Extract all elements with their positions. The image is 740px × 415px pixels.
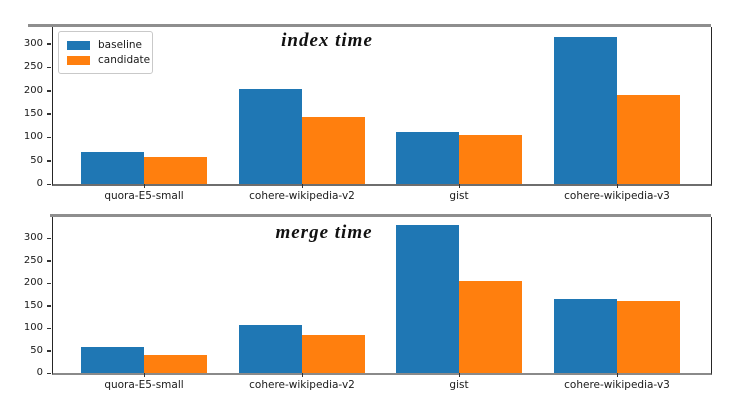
y-tick-mark <box>47 282 51 285</box>
index-time-top-spine <box>28 24 711 27</box>
x-tick-label: quora-E5-small <box>104 190 184 202</box>
index-time-title: index time <box>281 30 373 51</box>
merge-time-plot: merge time 0 50 100 150 200 250 300 quora-E5-sm… <box>24 217 712 391</box>
x-tick-label: cohere-wikipedia-v3 <box>564 190 670 202</box>
baseline-bar-quora-E5-small <box>81 346 144 373</box>
x-tick-label: gist <box>449 190 469 202</box>
legend-row-candidate: candidate <box>67 53 150 68</box>
y-tick-label: 50 <box>30 154 43 166</box>
candidate-bar-gist <box>459 134 522 184</box>
baseline-bar-cohere-wikipedia-v2 <box>239 324 302 373</box>
x-tick-mark <box>301 373 303 377</box>
y-tick-label: 250 <box>23 254 43 266</box>
x-tick-mark <box>458 373 460 377</box>
y-tick-mark <box>47 90 51 92</box>
index-time-plot: index time baseline candidate 0 50 100 150 2… <box>24 27 712 202</box>
y-tick-mark <box>47 160 51 162</box>
y-tick-label: 200 <box>23 84 43 96</box>
y-tick-mark <box>47 372 51 374</box>
x-tick-label: cohere-wikipedia-v3 <box>564 379 670 391</box>
y-tick-label: 300 <box>23 232 43 244</box>
y-tick-mark <box>47 43 51 45</box>
y-tick-mark <box>47 305 51 307</box>
candidate-bar-cohere-wikipedia-v3 <box>617 95 680 184</box>
y-tick-mark <box>47 327 51 329</box>
y-tick-label: 150 <box>23 299 43 311</box>
y-tick-mark <box>47 237 51 240</box>
candidate-bar-cohere-wikipedia-v2 <box>302 334 365 373</box>
candidate-bar-cohere-wikipedia-v3 <box>617 301 680 373</box>
y-tick-label: 300 <box>23 37 43 49</box>
candidate-bar-gist <box>459 280 522 373</box>
baseline-bar-cohere-wikipedia-v3 <box>554 36 617 184</box>
y-tick-label: 50 <box>30 344 43 356</box>
y-tick-mark <box>47 260 51 262</box>
candidate-bar-quora-E5-small <box>144 157 207 184</box>
x-tick-mark <box>458 184 460 188</box>
x-tick-mark <box>301 184 303 188</box>
legend-row-baseline: baseline <box>67 38 144 53</box>
x-tick-mark <box>143 184 145 188</box>
y-tick-label: 100 <box>23 131 43 143</box>
y-tick-label: 200 <box>23 277 43 289</box>
candidate-bar-quora-E5-small <box>144 355 207 373</box>
merge-time-top-spine <box>50 214 711 217</box>
y-tick-mark <box>47 136 51 139</box>
baseline-bar-cohere-wikipedia-v3 <box>554 298 617 373</box>
x-tick-mark <box>616 373 618 377</box>
legend-label-baseline: baseline <box>98 39 142 51</box>
baseline-bar-cohere-wikipedia-v2 <box>239 88 302 184</box>
baseline-bar-gist <box>396 132 459 184</box>
y-tick-label: 250 <box>23 61 43 73</box>
x-tick-label: cohere-wikipedia-v2 <box>249 379 355 391</box>
y-tick-label: 100 <box>23 322 43 333</box>
x-tick-label: quora-E5-small <box>104 379 184 391</box>
y-tick-label: 0 <box>36 367 43 378</box>
y-tick-mark <box>47 66 51 69</box>
y-tick-mark <box>47 350 51 352</box>
x-tick-label: gist <box>449 379 469 391</box>
y-tick-label: 0 <box>36 178 43 189</box>
candidate-swatch-icon <box>67 56 90 65</box>
baseline-bar-gist <box>396 224 459 373</box>
y-tick-label: 150 <box>23 107 43 119</box>
baseline-swatch-icon <box>67 41 90 50</box>
y-tick-mark <box>47 113 51 115</box>
x-tick-mark <box>616 184 618 188</box>
merge-time-title: merge time <box>275 222 373 243</box>
x-tick-label: cohere-wikipedia-v2 <box>249 190 355 202</box>
legend-label-candidate: candidate <box>98 54 151 66</box>
y-tick-mark <box>47 183 51 185</box>
baseline-bar-quora-E5-small <box>81 151 144 184</box>
candidate-bar-cohere-wikipedia-v2 <box>302 117 365 184</box>
legend: baseline candidate <box>58 31 153 74</box>
x-tick-mark <box>143 373 145 377</box>
